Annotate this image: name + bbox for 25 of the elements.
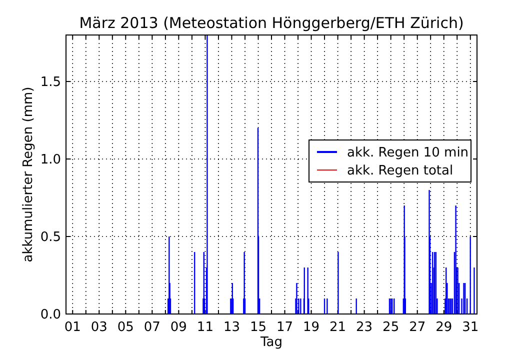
- x-tick-label: 17: [276, 320, 294, 335]
- y-tick-label: 1.5: [40, 75, 61, 90]
- x-tick-label: 15: [250, 320, 267, 335]
- x-tick-label: 05: [117, 320, 134, 335]
- y-axis-title: akkumulierter Regen (mm): [21, 86, 36, 262]
- y-tick-label: 0.5: [40, 230, 61, 245]
- x-tick-label: 11: [196, 320, 214, 335]
- x-axis-title: Tag: [259, 335, 283, 350]
- x-tick-label: 31: [462, 320, 479, 335]
- x-tick-label: 27: [409, 320, 426, 335]
- x-tick-label: 21: [330, 320, 346, 335]
- x-tick-label: 03: [90, 320, 108, 335]
- x-tick-label: 19: [303, 320, 320, 335]
- legend-label: akk. Regen total: [347, 164, 454, 178]
- chart-title: März 2013 (Meteostation Hönggerberg/ETH Zürich): [79, 14, 464, 32]
- y-tick-label: 1.0: [40, 152, 61, 168]
- x-tick-label: 23: [356, 320, 373, 335]
- x-tick-label: 09: [170, 320, 187, 335]
- legend-label: akk. Regen 10 min: [347, 146, 469, 160]
- x-tick-label: 29: [436, 320, 452, 335]
- x-tick-label: 25: [382, 320, 400, 335]
- y-tick-label: 0.0: [40, 308, 61, 322]
- x-tick-label: 07: [144, 320, 160, 335]
- x-tick-label: 13: [223, 320, 240, 335]
- x-tick-label: 01: [64, 320, 81, 335]
